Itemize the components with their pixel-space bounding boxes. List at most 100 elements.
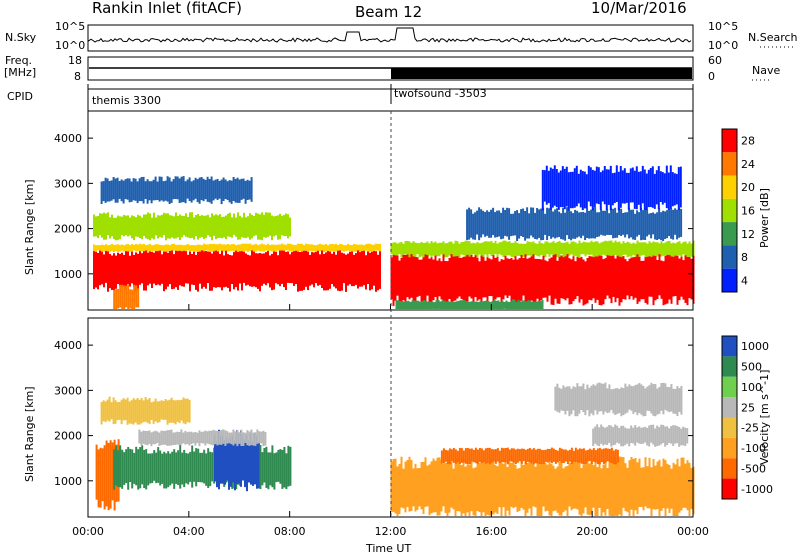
power-colorbar-label: Power [dB] <box>758 188 771 248</box>
data-cell <box>682 260 685 300</box>
data-cell <box>143 243 145 252</box>
data-cell <box>245 253 247 286</box>
data-cell <box>269 212 271 236</box>
data-cell <box>580 243 583 255</box>
data-cell <box>630 425 633 444</box>
data-cell <box>199 244 201 252</box>
data-cell <box>363 245 365 251</box>
data-cell <box>176 399 179 422</box>
data-cell <box>575 165 578 207</box>
data-cell <box>646 427 649 446</box>
data-cell <box>586 258 589 304</box>
data-cell <box>520 458 523 508</box>
data-cell <box>660 424 663 445</box>
data-cell <box>159 245 161 251</box>
data-cell <box>177 450 180 486</box>
data-cell <box>119 284 122 308</box>
data-cell <box>299 252 301 291</box>
data-cell <box>636 462 639 515</box>
data-cell <box>228 180 231 203</box>
data-cell <box>297 249 299 292</box>
data-cell <box>464 240 467 257</box>
data-cell <box>281 250 283 284</box>
data-cell <box>319 243 321 252</box>
data-cell <box>121 244 123 251</box>
data-cell <box>121 449 124 489</box>
y-tick-label: 3000 <box>54 384 82 397</box>
data-cell <box>573 168 576 208</box>
data-cell <box>285 251 287 290</box>
data-cell <box>648 241 651 257</box>
data-cell <box>128 178 131 203</box>
data-cell <box>273 216 275 237</box>
data-cell <box>638 426 641 444</box>
data-cell <box>577 173 580 204</box>
data-cell <box>679 166 682 208</box>
data-cell <box>518 468 521 511</box>
data-cell <box>375 251 377 292</box>
data-cell <box>512 259 515 300</box>
y-tick-label: 1000 <box>54 475 82 488</box>
data-cell <box>482 251 485 298</box>
data-cell <box>596 241 599 257</box>
data-cell <box>435 300 438 309</box>
data-cell <box>604 382 607 412</box>
data-cell <box>363 249 365 286</box>
data-cell <box>502 259 505 300</box>
data-cell <box>664 426 667 447</box>
data-cell <box>642 386 645 417</box>
data-cell <box>259 445 262 489</box>
data-cell <box>594 450 597 463</box>
data-cell <box>263 244 265 252</box>
data-cell <box>123 285 126 309</box>
data-cell <box>488 258 491 296</box>
data-cell <box>672 388 675 414</box>
data-cell <box>434 460 437 513</box>
data-cell <box>672 209 675 240</box>
data-cell <box>680 243 683 257</box>
data-cell <box>434 252 437 297</box>
data-cell <box>498 242 501 255</box>
data-cell <box>684 463 687 508</box>
data-cell <box>576 449 579 463</box>
data-cell <box>179 246 181 286</box>
data-cell <box>120 399 123 425</box>
data-cell <box>492 242 495 256</box>
data-cell <box>119 253 121 287</box>
data-cell <box>289 243 291 252</box>
data-cell <box>207 214 209 236</box>
data-cell <box>390 243 393 255</box>
colorbar-swatch <box>722 336 737 357</box>
data-cell <box>641 165 644 204</box>
data-cell <box>598 243 601 256</box>
data-cell <box>536 208 539 240</box>
data-cell <box>470 448 473 462</box>
data-cell <box>543 170 546 202</box>
data-cell <box>250 433 252 485</box>
data-cell <box>670 207 673 239</box>
data-cell <box>222 429 225 444</box>
data-cell <box>516 242 519 256</box>
data-cell <box>238 433 240 484</box>
nave-trace <box>391 68 692 79</box>
data-cell <box>486 254 489 306</box>
data-cell <box>184 398 187 425</box>
data-cell <box>143 214 145 236</box>
data-cell <box>515 302 518 309</box>
data-cell <box>408 241 411 258</box>
data-cell <box>660 383 663 411</box>
data-cell <box>254 432 257 446</box>
data-cell <box>602 210 605 236</box>
data-cell <box>507 301 510 309</box>
data-cell <box>500 447 503 462</box>
data-cell <box>143 246 145 291</box>
data-cell <box>421 300 424 309</box>
data-cell <box>636 384 639 416</box>
data-cell <box>254 432 256 485</box>
data-cell <box>141 253 143 284</box>
data-cell <box>523 300 526 309</box>
data-cell <box>183 250 185 287</box>
data-cell <box>625 172 628 203</box>
